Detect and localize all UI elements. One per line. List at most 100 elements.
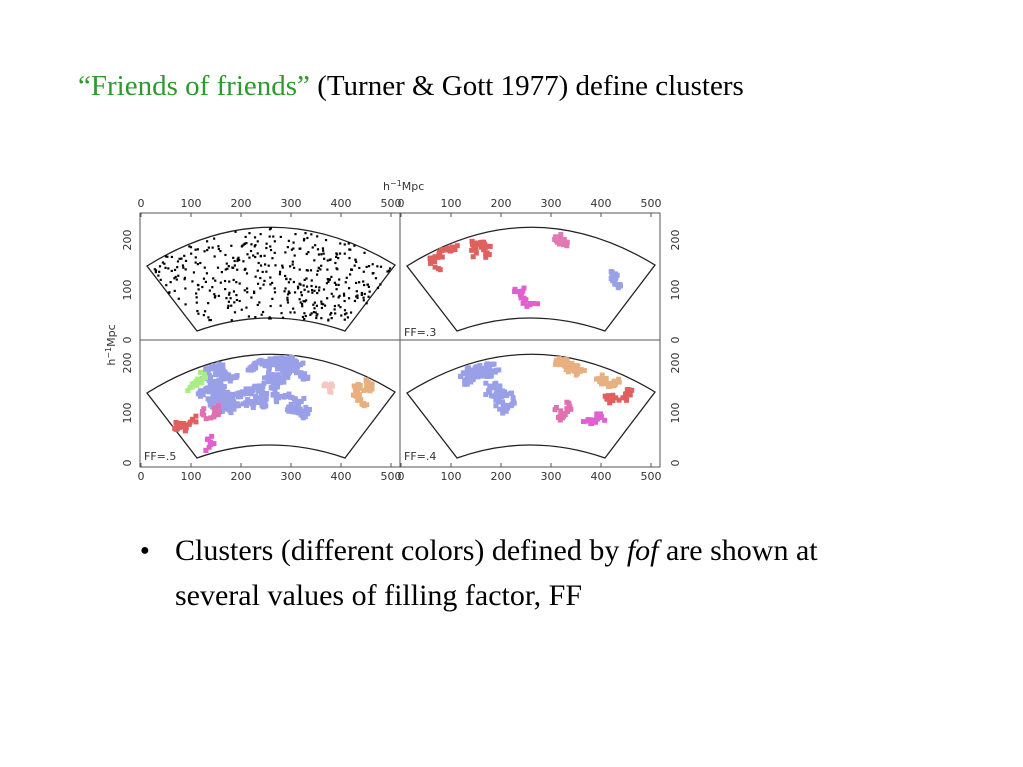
cluster-dot	[272, 376, 278, 382]
galaxy-dot	[286, 301, 290, 304]
cluster-dot	[282, 392, 288, 398]
galaxy-dot	[250, 243, 253, 246]
galaxy-dot	[294, 233, 297, 236]
cluster-dot	[564, 399, 570, 405]
tick-label: 400	[591, 197, 612, 210]
galaxy-dot	[269, 276, 272, 279]
galaxy-dot	[225, 297, 228, 300]
galaxy-dot	[219, 281, 222, 284]
cluster-dot	[599, 381, 605, 387]
cluster-dot	[624, 397, 630, 403]
galaxy-dot	[224, 253, 227, 257]
galaxy-dot	[334, 283, 338, 286]
cluster-dot	[471, 368, 477, 374]
galaxy-dot	[328, 278, 331, 281]
cluster-dot	[298, 370, 304, 376]
galaxy-dot	[323, 257, 326, 260]
galaxy-dot	[164, 255, 168, 258]
cluster-dot	[259, 361, 265, 367]
galaxy-dot	[327, 319, 330, 322]
cluster-dot	[287, 405, 293, 411]
cluster-dot	[496, 398, 502, 404]
galaxy-dot	[254, 275, 257, 278]
galaxy-dot	[248, 232, 251, 235]
galaxy-dot	[315, 273, 319, 276]
cluster-dot	[212, 378, 218, 384]
galaxy-dot	[320, 264, 323, 267]
cluster-dot	[563, 357, 569, 363]
galaxy-dot	[248, 256, 251, 259]
galaxy-dot	[273, 240, 276, 243]
galaxy-dot	[279, 304, 282, 307]
galaxy-dot	[257, 261, 260, 265]
galaxy-dot	[349, 311, 353, 314]
cluster-dot	[215, 403, 221, 409]
cluster-dot	[207, 381, 213, 387]
galaxy-dot	[355, 295, 358, 298]
cluster-dot	[243, 400, 249, 406]
cluster-dot	[553, 361, 559, 367]
cluster-dot	[299, 409, 305, 415]
galaxy-dot	[286, 293, 290, 296]
galaxy-dot	[309, 313, 312, 316]
galaxy-dot	[376, 265, 379, 268]
cluster-dot	[217, 393, 223, 399]
cluster-dot	[483, 380, 489, 386]
cluster-dot	[234, 373, 240, 379]
galaxy-dot	[254, 316, 257, 319]
cluster-dot	[273, 372, 279, 378]
cluster-dot	[269, 385, 275, 391]
cluster-dot	[585, 418, 591, 424]
galaxy-dot	[320, 253, 323, 256]
cluster-dot	[189, 384, 195, 390]
cluster-dot	[364, 381, 370, 387]
tick-label: 300	[541, 197, 562, 210]
galaxy-dot	[246, 253, 249, 256]
cluster-dot	[328, 381, 334, 387]
cluster-dot	[272, 389, 278, 395]
tick-label: 500	[381, 197, 402, 210]
galaxy-dot	[287, 281, 290, 284]
galaxy-dot	[322, 252, 325, 255]
galaxy-dot	[269, 248, 273, 252]
galaxy-dot	[208, 289, 211, 292]
galaxy-dot	[163, 262, 166, 265]
galaxy-dot	[194, 256, 197, 259]
galaxy-dot	[197, 288, 200, 291]
cluster-dot	[327, 388, 333, 394]
galaxy-dot	[173, 289, 176, 293]
galaxy-dot	[176, 266, 179, 269]
cluster-dot	[565, 409, 571, 415]
galaxy-dot	[281, 266, 284, 269]
galaxy-dot	[194, 261, 197, 264]
galaxy-dot	[291, 263, 294, 266]
galaxy-dot	[260, 313, 263, 316]
cluster-dot	[611, 383, 617, 389]
galaxy-dot	[326, 297, 329, 300]
galaxy-dot	[169, 281, 172, 284]
title-quote: “Friends of friends”	[78, 70, 310, 102]
tick-label: 0	[669, 460, 682, 467]
cluster-dot	[473, 246, 479, 252]
tick-label: 200	[231, 470, 252, 483]
cluster-dot	[562, 363, 568, 369]
galaxy-dot	[284, 274, 287, 278]
galaxy-dot	[320, 300, 323, 303]
galaxy-dot	[326, 278, 329, 281]
cluster-dot	[216, 409, 222, 415]
galaxy-dot	[217, 294, 220, 297]
cluster-dot	[270, 391, 276, 397]
tick-label: 200	[121, 353, 134, 374]
cluster-dot	[561, 237, 567, 243]
galaxy-dot	[180, 257, 183, 260]
cluster-dot	[201, 406, 207, 412]
cluster-dot	[259, 387, 265, 393]
galaxy-dot	[207, 316, 210, 319]
cluster-dot	[210, 400, 216, 406]
tick-label: 0	[121, 337, 134, 344]
cluster-dot	[613, 274, 619, 280]
galaxy-dot	[362, 270, 365, 273]
cluster-dot	[488, 393, 494, 399]
unit-name: Mpc	[402, 180, 425, 193]
galaxy-dot	[178, 257, 181, 260]
